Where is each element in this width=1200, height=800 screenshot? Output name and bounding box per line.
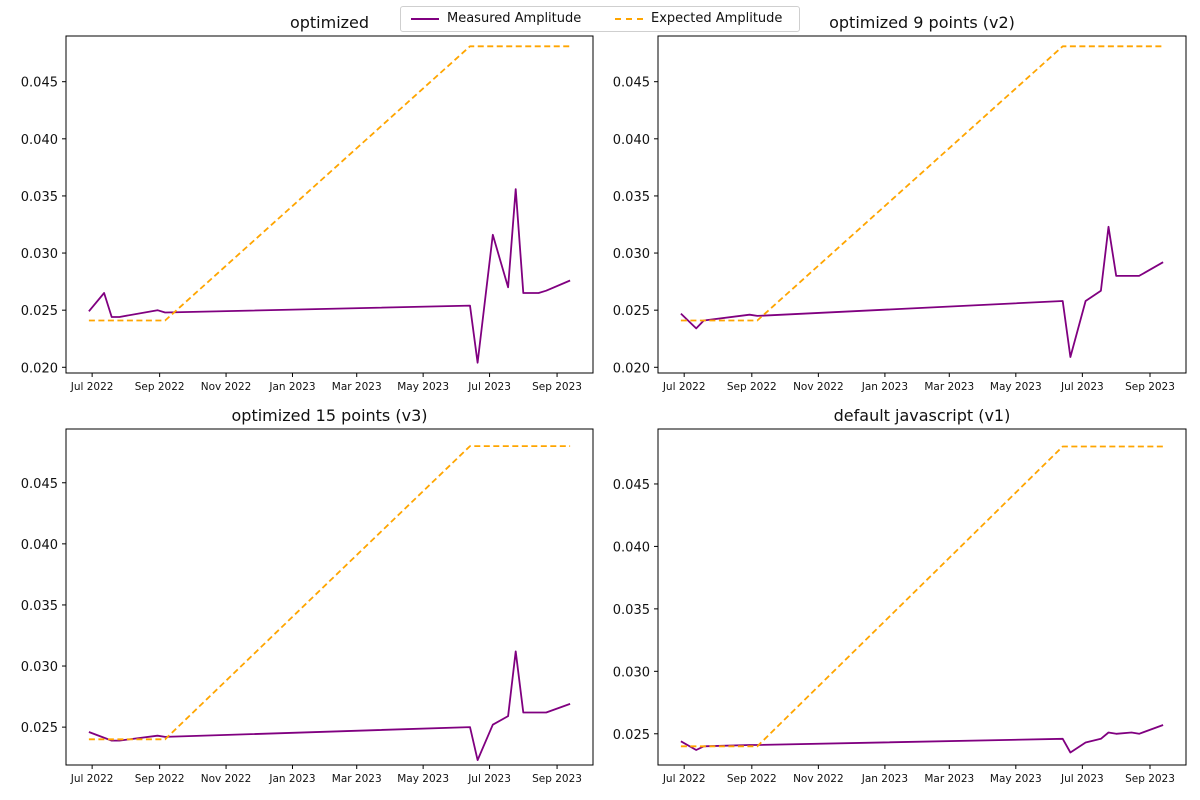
expected-amplitude-line: [680, 45, 1164, 322]
y-tick-label: 0.035: [613, 190, 650, 205]
y-tick-label: 0.040: [613, 133, 650, 148]
x-tick-label: Nov 2022: [201, 381, 252, 393]
y-tick-label: 0.025: [613, 304, 650, 319]
y-tick-label: 0.030: [21, 247, 58, 262]
expected-amplitude-line: [88, 45, 571, 322]
y-tick-label: 0.035: [21, 190, 58, 205]
subplot-title: default javascript (v1): [834, 406, 1011, 425]
x-tick-label: Jul 2022: [662, 773, 706, 785]
y-tick-label: 0.035: [21, 599, 58, 614]
x-tick-label: Sep 2023: [532, 381, 582, 393]
y-tick-label: 0.025: [21, 304, 58, 319]
plot-frame: [65, 428, 594, 766]
measured-amplitude-line: [88, 188, 571, 364]
legend-label-expected: Expected Amplitude: [651, 11, 783, 26]
y-tick-label: 0.040: [21, 538, 58, 553]
y-tick-label: 0.040: [21, 133, 58, 148]
x-tick-label: Sep 2022: [135, 773, 185, 785]
y-tick-label: 0.045: [613, 478, 650, 493]
expected-amplitude-line: [88, 445, 571, 741]
x-tick-label: Sep 2022: [727, 773, 777, 785]
x-tick-label: Jul 2023: [1060, 773, 1104, 785]
x-tick-label: Nov 2022: [793, 773, 844, 785]
x-tick-label: Sep 2023: [1125, 381, 1175, 393]
subplot-2: optimized 9 points (v2) 0.020 0.025 0.030 0.…: [613, 13, 1187, 393]
y-tick-label: 0.020: [21, 361, 58, 376]
expected-amplitude-line: [680, 445, 1164, 748]
x-tick-label: Jan 2023: [861, 381, 908, 393]
x-tick-label: Mar 2023: [924, 381, 974, 393]
x-tick-label: Nov 2022: [793, 381, 844, 393]
x-tick-label: Sep 2022: [727, 381, 777, 393]
x-tick-label: May 2023: [397, 381, 449, 393]
x-tick-label: Mar 2023: [332, 773, 382, 785]
measured-amplitude-line: [680, 724, 1164, 754]
y-tick-label: 0.035: [613, 603, 650, 618]
subplot-3: optimized 15 points (v3) 0.025 0.030 0.035 0…: [21, 406, 594, 785]
legend-item-expected: Expected Amplitude: [615, 11, 782, 26]
subplot-title: optimized: [290, 13, 369, 32]
y-tick-label: 0.030: [21, 660, 58, 675]
y-tick-label: 0.020: [613, 361, 650, 376]
x-tick-label: May 2023: [990, 381, 1042, 393]
x-tick-label: Mar 2023: [332, 381, 382, 393]
plot-frame: [657, 35, 1187, 374]
legend-swatch-expected: [615, 17, 643, 20]
legend-swatch-measured: [411, 17, 439, 20]
subplot-title: optimized 15 points (v3): [232, 406, 428, 425]
subplot-title: optimized 9 points (v2): [829, 13, 1015, 32]
x-tick-label: Jul 2023: [467, 773, 511, 785]
y-tick-label: 0.030: [613, 247, 650, 262]
x-tick-label: Jan 2023: [268, 381, 315, 393]
x-tick-label: Sep 2022: [135, 381, 185, 393]
y-tick-label: 0.045: [21, 76, 58, 91]
y-tick-label: 0.045: [21, 477, 58, 492]
legend-label-measured: Measured Amplitude: [447, 11, 582, 26]
y-tick-label: 0.040: [613, 540, 650, 555]
x-tick-label: Nov 2022: [201, 773, 252, 785]
measured-amplitude-line: [680, 225, 1164, 358]
legend-item-measured: Measured Amplitude: [411, 11, 581, 26]
y-tick-label: 0.025: [613, 728, 650, 743]
x-tick-label: Sep 2023: [1125, 773, 1175, 785]
x-tick-label: Sep 2023: [532, 773, 582, 785]
y-tick-label: 0.030: [613, 665, 650, 680]
x-tick-label: Jul 2023: [467, 381, 511, 393]
plot-frame: [657, 428, 1187, 766]
x-tick-label: Mar 2023: [924, 773, 974, 785]
measured-amplitude-line: [88, 650, 571, 761]
x-tick-label: May 2023: [990, 773, 1042, 785]
x-tick-label: May 2023: [397, 773, 449, 785]
x-tick-label: Jul 2022: [70, 773, 114, 785]
y-tick-label: 0.045: [613, 76, 650, 91]
x-tick-label: Jul 2023: [1060, 381, 1104, 393]
subplot-1: optimized 0.020 0.025 0.030 0.035 0.040 0.045 J…: [21, 13, 594, 393]
y-tick-label: 0.025: [21, 721, 58, 736]
x-tick-label: Jan 2023: [268, 773, 315, 785]
chart-legend: Measured Amplitude Expected Amplitude: [400, 6, 800, 32]
subplot-4: default javascript (v1) 0.025 0.030 0.035 0.…: [613, 406, 1187, 785]
x-tick-label: Jul 2022: [70, 381, 114, 393]
x-tick-label: Jul 2022: [662, 381, 706, 393]
plot-frame: [65, 35, 594, 374]
x-tick-label: Jan 2023: [861, 773, 908, 785]
